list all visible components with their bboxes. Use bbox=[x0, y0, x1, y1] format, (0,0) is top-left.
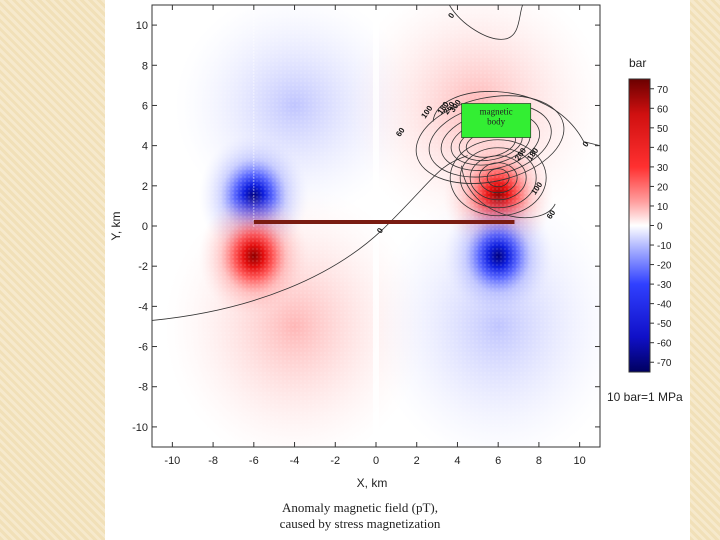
colorbar: bar 70 60 50 40 30 20 10 0 -10 -20 -30 -40 -50 -60 -70… bbox=[607, 56, 683, 404]
contour-ring bbox=[415, 95, 565, 184]
y-tick-label: 0 bbox=[142, 221, 148, 233]
x-axis-label: X, km bbox=[357, 476, 388, 490]
y-tick-label: -2 bbox=[138, 261, 148, 273]
caption-line-2: caused by stress magnetization bbox=[279, 516, 441, 531]
colorbar-tick-label: 50 bbox=[657, 124, 669, 135]
paper-background-right bbox=[690, 0, 720, 540]
paper-background-left bbox=[0, 0, 105, 540]
field-layer bbox=[152, 5, 600, 447]
x-tick-label: -2 bbox=[330, 455, 340, 467]
colorbar-tick-label: 10 bbox=[657, 202, 669, 213]
magnetic-body-label: body bbox=[487, 116, 506, 126]
colorbar-tick-label: -70 bbox=[657, 358, 672, 369]
x-tick-label: -8 bbox=[208, 455, 218, 467]
colorbar-tick-label: 30 bbox=[657, 163, 669, 174]
colorbar-tick-label: 60 bbox=[657, 104, 669, 115]
x-tick-label: -10 bbox=[164, 455, 180, 467]
contour-ring-lower bbox=[478, 162, 518, 194]
contour-label: 0 bbox=[581, 139, 591, 148]
y-tick-label: 6 bbox=[142, 100, 148, 112]
contour-zero bbox=[152, 155, 468, 321]
contour-label: 0 bbox=[446, 11, 456, 20]
x-tick-label: 0 bbox=[373, 455, 379, 467]
x-tick-label: 8 bbox=[536, 455, 542, 467]
x-tick-label: 2 bbox=[414, 455, 420, 467]
contour-ring-lower bbox=[459, 147, 537, 209]
colorbar-tick-label: 40 bbox=[657, 143, 669, 154]
magnetic-body-label: magnetic bbox=[480, 106, 513, 116]
x-tick-label: -6 bbox=[249, 455, 259, 467]
y-tick-label: 4 bbox=[142, 141, 148, 153]
x-tick-label: 10 bbox=[574, 455, 586, 467]
colorbar-tick-label: -20 bbox=[657, 261, 672, 272]
colorbar-note: 10 bar=1 MPa bbox=[607, 390, 683, 404]
contour-label: 0 bbox=[375, 226, 385, 235]
colorbar-scale bbox=[628, 78, 651, 373]
colorbar-tick-label: -10 bbox=[657, 241, 672, 252]
y-tick-label: 2 bbox=[142, 181, 148, 193]
y-tick-label: 10 bbox=[136, 20, 148, 32]
x-tick-label: 4 bbox=[454, 455, 460, 467]
colorbar-tick-label: 0 bbox=[657, 222, 663, 233]
colorbar-title: bar bbox=[629, 56, 646, 70]
caption-line-1: Anomaly magnetic field (pT), bbox=[282, 500, 438, 515]
magnetic-body bbox=[461, 103, 532, 138]
y-tick-label: 8 bbox=[142, 60, 148, 72]
contour-60 bbox=[461, 165, 556, 218]
y-tick-label: -8 bbox=[138, 382, 148, 394]
colorbar-tick-label: -50 bbox=[657, 319, 672, 330]
y-tick-label: -4 bbox=[138, 301, 148, 313]
contour-ring-lower bbox=[486, 168, 510, 188]
colorbar-tick-label: -40 bbox=[657, 300, 672, 311]
colorbar-tick-label: -60 bbox=[657, 339, 672, 350]
colorbar-tick-label: 70 bbox=[657, 85, 669, 96]
y-tick-label: -6 bbox=[138, 342, 148, 354]
contour-ring-lower bbox=[449, 139, 547, 217]
contour-outer bbox=[432, 91, 600, 147]
colorbar-tick-label: -30 bbox=[657, 280, 672, 291]
x-tick-label: 6 bbox=[495, 455, 501, 467]
y-axis-label: Y, km bbox=[109, 211, 123, 240]
contour-zero-top bbox=[448, 5, 523, 40]
contour-ring-lower bbox=[469, 155, 527, 201]
y-tick-label: -10 bbox=[132, 422, 148, 434]
x-tick-label: -4 bbox=[290, 455, 300, 467]
colorbar-tick-label: 20 bbox=[657, 182, 669, 193]
